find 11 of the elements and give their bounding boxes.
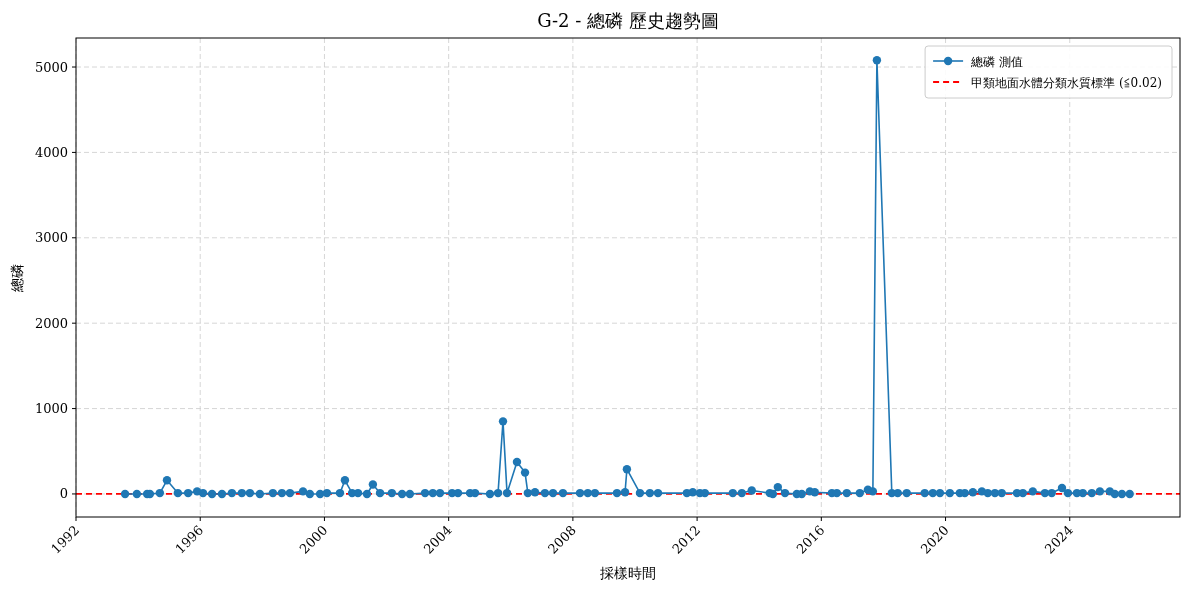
- y-tick-label: 3000: [34, 230, 68, 246]
- y-axis-title: 總磷: [9, 263, 25, 293]
- y-tick-label: 2000: [34, 315, 68, 331]
- legend-label: 甲類地面水體分類水質標準 (≦0.02): [971, 75, 1162, 90]
- x-axis-title: 採樣時間: [600, 565, 656, 581]
- y-tick-label: 5000: [34, 59, 68, 75]
- legend-label: 總磷 測值: [970, 54, 1023, 69]
- y-tick-label: 4000: [34, 144, 68, 160]
- chart-title: G-2 - 總磷 歷史趨勢圖: [537, 10, 719, 31]
- y-tick-label: 1000: [34, 401, 68, 417]
- y-tick-label: 0: [59, 486, 68, 502]
